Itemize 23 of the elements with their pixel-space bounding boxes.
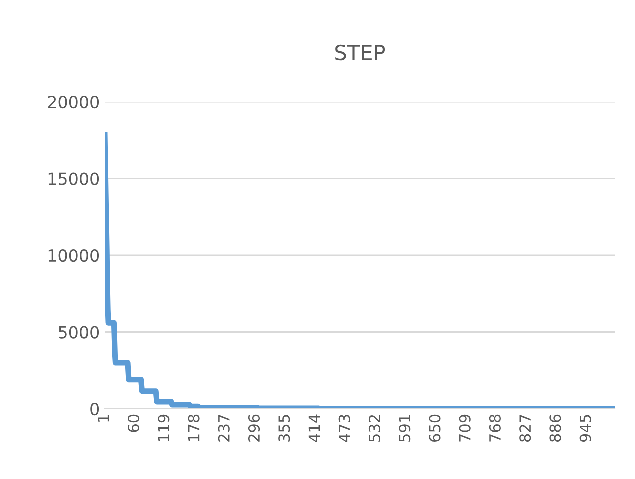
y-tick-label: 10000 — [48, 249, 100, 262]
x-tick-label: 827 — [520, 415, 532, 442]
x-tick-label: 1 — [98, 415, 110, 422]
chart-title: STEP — [336, 44, 386, 61]
x-tick-label: 650 — [429, 414, 441, 442]
y-tick-label: 5000 — [59, 326, 100, 339]
x-tick-label: 709 — [459, 414, 471, 442]
x-tick-label: 60 — [128, 414, 140, 432]
x-tick-label: 886 — [550, 414, 562, 442]
x-tick-label: 473 — [338, 415, 350, 442]
x-tick-label: 178 — [188, 414, 200, 442]
x-tick-label: 237 — [218, 415, 230, 442]
x-tick-label: 591 — [399, 415, 411, 442]
x-tick-label: 296 — [248, 414, 260, 442]
x-tick-label: 414 — [308, 414, 320, 442]
y-tick-label: 0 — [90, 402, 100, 416]
y-tick-label: 15000 — [48, 172, 100, 186]
x-tick-label: 945 — [580, 415, 592, 442]
y-tick-label: 20000 — [48, 96, 100, 109]
x-tick-label: 355 — [278, 415, 290, 442]
x-tick-label: 768 — [489, 414, 501, 442]
x-tick-label: 532 — [368, 415, 381, 442]
x-tick-label: 119 — [158, 414, 170, 442]
